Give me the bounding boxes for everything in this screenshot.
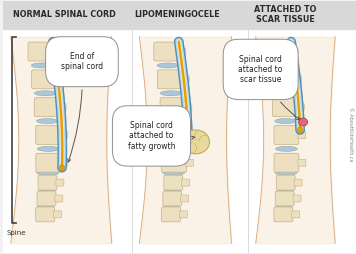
FancyBboxPatch shape <box>56 76 63 83</box>
FancyBboxPatch shape <box>184 104 192 110</box>
Ellipse shape <box>37 170 59 175</box>
Ellipse shape <box>37 119 58 123</box>
Text: Spine: Spine <box>6 230 26 236</box>
Ellipse shape <box>163 170 185 175</box>
FancyBboxPatch shape <box>298 132 306 138</box>
FancyBboxPatch shape <box>38 175 57 190</box>
Ellipse shape <box>299 118 308 126</box>
FancyBboxPatch shape <box>294 179 302 186</box>
Ellipse shape <box>37 146 59 151</box>
FancyBboxPatch shape <box>275 191 294 206</box>
FancyBboxPatch shape <box>55 195 63 202</box>
FancyBboxPatch shape <box>160 98 185 117</box>
Ellipse shape <box>276 146 297 151</box>
FancyBboxPatch shape <box>181 76 189 83</box>
Text: NORMAL SPINAL CORD: NORMAL SPINAL CORD <box>13 10 116 19</box>
Ellipse shape <box>185 127 190 133</box>
Ellipse shape <box>182 130 210 154</box>
FancyBboxPatch shape <box>178 48 185 55</box>
FancyBboxPatch shape <box>162 153 187 172</box>
Ellipse shape <box>165 188 181 193</box>
FancyBboxPatch shape <box>32 70 56 89</box>
Ellipse shape <box>59 165 64 171</box>
Ellipse shape <box>162 119 184 123</box>
FancyBboxPatch shape <box>36 207 54 222</box>
FancyBboxPatch shape <box>266 42 291 61</box>
Ellipse shape <box>163 146 185 151</box>
Bar <box>2 1 356 29</box>
FancyBboxPatch shape <box>290 48 298 55</box>
Ellipse shape <box>269 63 291 68</box>
FancyBboxPatch shape <box>36 153 61 172</box>
FancyBboxPatch shape <box>157 70 182 89</box>
Text: © AboutKidsHealth.ca: © AboutKidsHealth.ca <box>348 107 353 161</box>
Ellipse shape <box>273 91 294 96</box>
Text: Spinal cord
attached to
fatty growth: Spinal cord attached to fatty growth <box>128 121 195 151</box>
FancyBboxPatch shape <box>274 207 293 222</box>
FancyBboxPatch shape <box>28 42 53 61</box>
Text: End of
spinal cord: End of spinal cord <box>61 52 103 162</box>
Ellipse shape <box>298 127 303 133</box>
FancyBboxPatch shape <box>164 175 183 190</box>
FancyBboxPatch shape <box>52 48 60 55</box>
FancyBboxPatch shape <box>154 42 179 61</box>
Text: LIPOMENINGOCELE: LIPOMENINGOCELE <box>135 10 220 19</box>
FancyBboxPatch shape <box>179 211 187 218</box>
FancyBboxPatch shape <box>56 179 64 186</box>
Ellipse shape <box>164 204 179 209</box>
FancyBboxPatch shape <box>185 159 193 166</box>
Ellipse shape <box>39 188 55 193</box>
FancyBboxPatch shape <box>274 153 299 172</box>
Text: Spinal cord
attached to
scar tissue: Spinal cord attached to scar tissue <box>239 55 300 120</box>
Ellipse shape <box>35 91 56 96</box>
Ellipse shape <box>157 63 179 68</box>
FancyBboxPatch shape <box>293 195 301 202</box>
FancyBboxPatch shape <box>34 98 59 117</box>
FancyBboxPatch shape <box>185 132 193 138</box>
Text: ATTACHED TO
SCAR TISSUE: ATTACHED TO SCAR TISSUE <box>254 5 316 24</box>
FancyBboxPatch shape <box>182 179 190 186</box>
FancyBboxPatch shape <box>292 211 300 218</box>
FancyBboxPatch shape <box>162 207 180 222</box>
FancyBboxPatch shape <box>272 98 297 117</box>
Ellipse shape <box>31 63 53 68</box>
FancyBboxPatch shape <box>60 159 68 166</box>
FancyBboxPatch shape <box>296 104 304 110</box>
FancyBboxPatch shape <box>36 125 61 144</box>
FancyBboxPatch shape <box>181 195 189 202</box>
FancyBboxPatch shape <box>270 70 295 89</box>
FancyBboxPatch shape <box>58 104 66 110</box>
FancyBboxPatch shape <box>276 175 295 190</box>
Ellipse shape <box>276 204 292 209</box>
FancyBboxPatch shape <box>294 76 302 83</box>
Ellipse shape <box>277 188 293 193</box>
FancyBboxPatch shape <box>54 211 62 218</box>
FancyBboxPatch shape <box>37 191 56 206</box>
Ellipse shape <box>275 170 297 175</box>
Ellipse shape <box>38 204 54 209</box>
FancyBboxPatch shape <box>274 125 299 144</box>
FancyBboxPatch shape <box>298 159 306 166</box>
FancyBboxPatch shape <box>163 191 182 206</box>
Bar <box>2 29 356 253</box>
Ellipse shape <box>160 91 182 96</box>
Ellipse shape <box>275 119 297 123</box>
FancyBboxPatch shape <box>162 125 187 144</box>
FancyBboxPatch shape <box>59 132 68 138</box>
